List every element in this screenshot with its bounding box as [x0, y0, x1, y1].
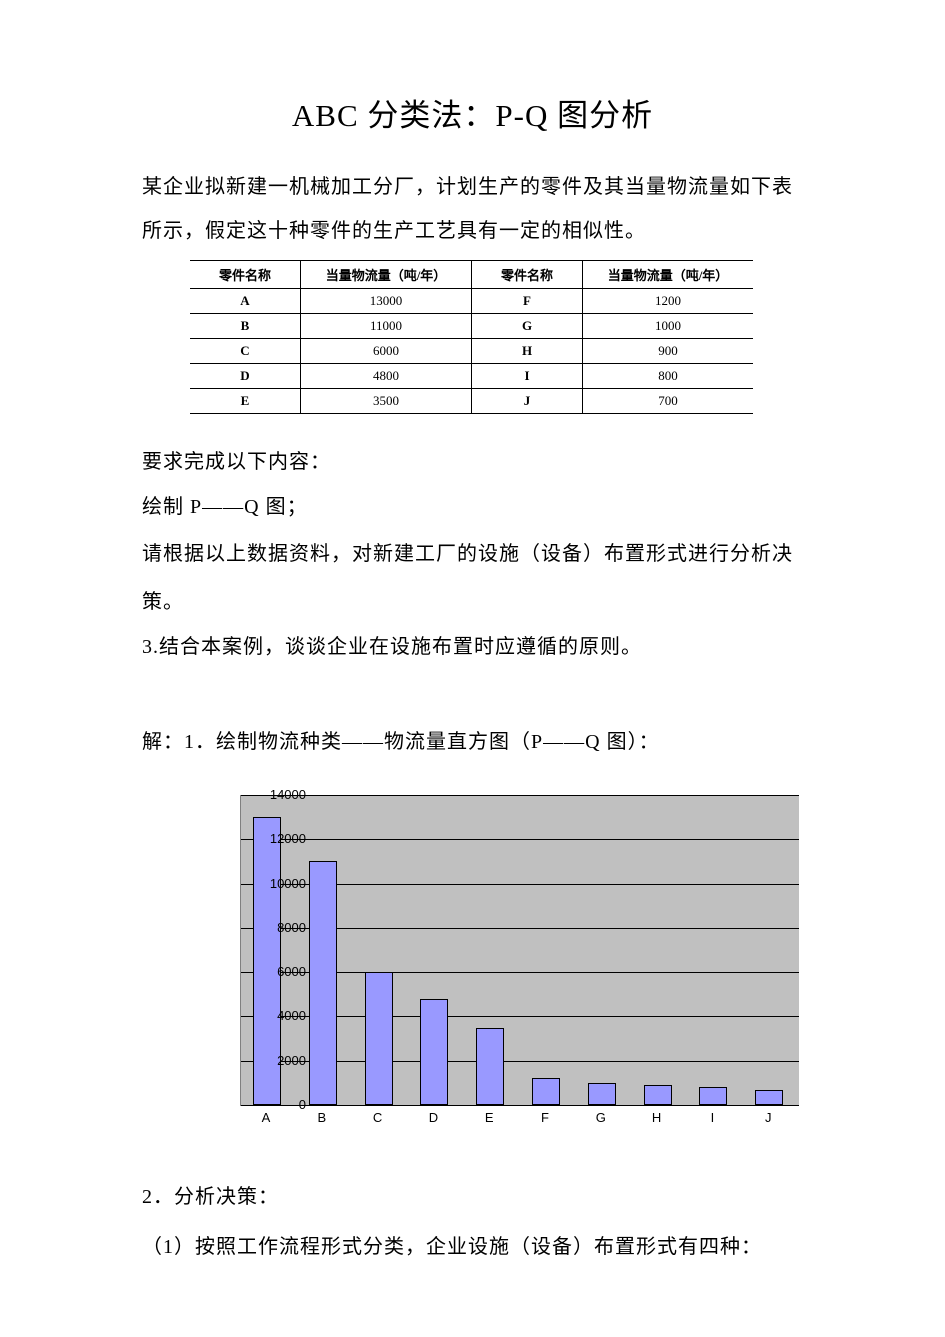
- requirement-1: 绘制 P——Q 图；: [142, 485, 812, 529]
- table-cell: 3500: [301, 389, 472, 414]
- x-tick-label: J: [758, 1110, 778, 1125]
- x-tick-label: A: [256, 1110, 276, 1125]
- y-tick-label: 8000: [246, 920, 306, 935]
- solution-step-2-1: （1）按照工作流程形式分类，企业设施（设备）布置形式有四种：: [142, 1225, 812, 1269]
- plot-area: [240, 795, 799, 1106]
- bar-E: [476, 1028, 504, 1106]
- table-cell: 1200: [583, 289, 754, 314]
- bar-G: [588, 1083, 616, 1105]
- requirement-3: 3.结合本案例，谈谈企业在设施布置时应遵循的原则。: [142, 625, 812, 669]
- table-cell: 800: [583, 364, 754, 389]
- page-title: ABC 分类法：P-Q 图分析: [0, 90, 945, 135]
- requirements-header: 要求完成以下内容：: [142, 440, 812, 484]
- th-flow-right: 当量物流量（吨/年）: [583, 261, 754, 289]
- bar-C: [365, 972, 393, 1105]
- solution-step-1: 解：1．绘制物流种类——物流量直方图（P——Q 图）：: [142, 720, 812, 764]
- table-cell: I: [472, 364, 583, 389]
- x-tick-label: I: [702, 1110, 722, 1125]
- bar-I: [699, 1087, 727, 1105]
- x-tick-label: D: [423, 1110, 443, 1125]
- table-row: B11000G1000: [190, 314, 753, 339]
- pq-bar-chart: 0 2000 4000 6000 8000 10000 12000 14000 A B C D E F G H…: [180, 775, 810, 1145]
- parts-flow-table: 零件名称 当量物流量（吨/年） 零件名称 当量物流量（吨/年） A13000F1…: [190, 260, 753, 414]
- y-tick-label: 0: [246, 1097, 306, 1112]
- table-cell: 4800: [301, 364, 472, 389]
- table-cell: H: [472, 339, 583, 364]
- y-tick-label: 12000: [246, 831, 306, 846]
- bar-J: [755, 1090, 783, 1106]
- x-tick-label: B: [312, 1110, 332, 1125]
- bar-B: [309, 861, 337, 1105]
- table-cell: 1000: [583, 314, 754, 339]
- table-cell: D: [190, 364, 301, 389]
- x-tick-label: C: [368, 1110, 388, 1125]
- solution-step-2: 2．分析决策：: [142, 1175, 812, 1219]
- y-tick-label: 4000: [246, 1008, 306, 1023]
- requirement-2: 请根据以上数据资料，对新建工厂的设施（设备）布置形式进行分析决策。: [142, 530, 812, 626]
- th-part-left: 零件名称: [190, 261, 301, 289]
- table-row: A13000F1200: [190, 289, 753, 314]
- bar-F: [532, 1078, 560, 1105]
- page: ABC 分类法：P-Q 图分析 某企业拟新建一机械加工分厂，计划生产的零件及其当…: [0, 0, 945, 1337]
- table-cell: 6000: [301, 339, 472, 364]
- table-row: E3500J700: [190, 389, 753, 414]
- y-tick-label: 10000: [246, 876, 306, 891]
- th-flow-left: 当量物流量（吨/年）: [301, 261, 472, 289]
- table-cell: E: [190, 389, 301, 414]
- y-tick-label: 6000: [246, 964, 306, 979]
- table-cell: G: [472, 314, 583, 339]
- y-tick-label: 2000: [246, 1053, 306, 1068]
- table-cell: C: [190, 339, 301, 364]
- table-header-row: 零件名称 当量物流量（吨/年） 零件名称 当量物流量（吨/年）: [190, 261, 753, 289]
- table-cell: J: [472, 389, 583, 414]
- y-gridline: [241, 795, 799, 796]
- table-cell: B: [190, 314, 301, 339]
- table-cell: F: [472, 289, 583, 314]
- y-tick-label: 14000: [246, 787, 306, 802]
- x-tick-label: G: [591, 1110, 611, 1125]
- th-part-right: 零件名称: [472, 261, 583, 289]
- x-tick-label: F: [535, 1110, 555, 1125]
- y-gridline: [241, 1105, 799, 1106]
- intro-paragraph: 某企业拟新建一机械加工分厂，计划生产的零件及其当量物流量如下表所示，假定这十种零…: [142, 165, 812, 253]
- table-row: D4800I800: [190, 364, 753, 389]
- y-gridline: [241, 839, 799, 840]
- table-cell: 900: [583, 339, 754, 364]
- table-row: C6000H900: [190, 339, 753, 364]
- table-body: A13000F1200B11000G1000C6000H900D4800I800…: [190, 289, 753, 414]
- bar-H: [644, 1085, 672, 1105]
- x-tick-label: E: [479, 1110, 499, 1125]
- table-cell: 13000: [301, 289, 472, 314]
- bar-D: [420, 999, 448, 1105]
- table-cell: 700: [583, 389, 754, 414]
- x-tick-label: H: [647, 1110, 667, 1125]
- table-cell: 11000: [301, 314, 472, 339]
- table-cell: A: [190, 289, 301, 314]
